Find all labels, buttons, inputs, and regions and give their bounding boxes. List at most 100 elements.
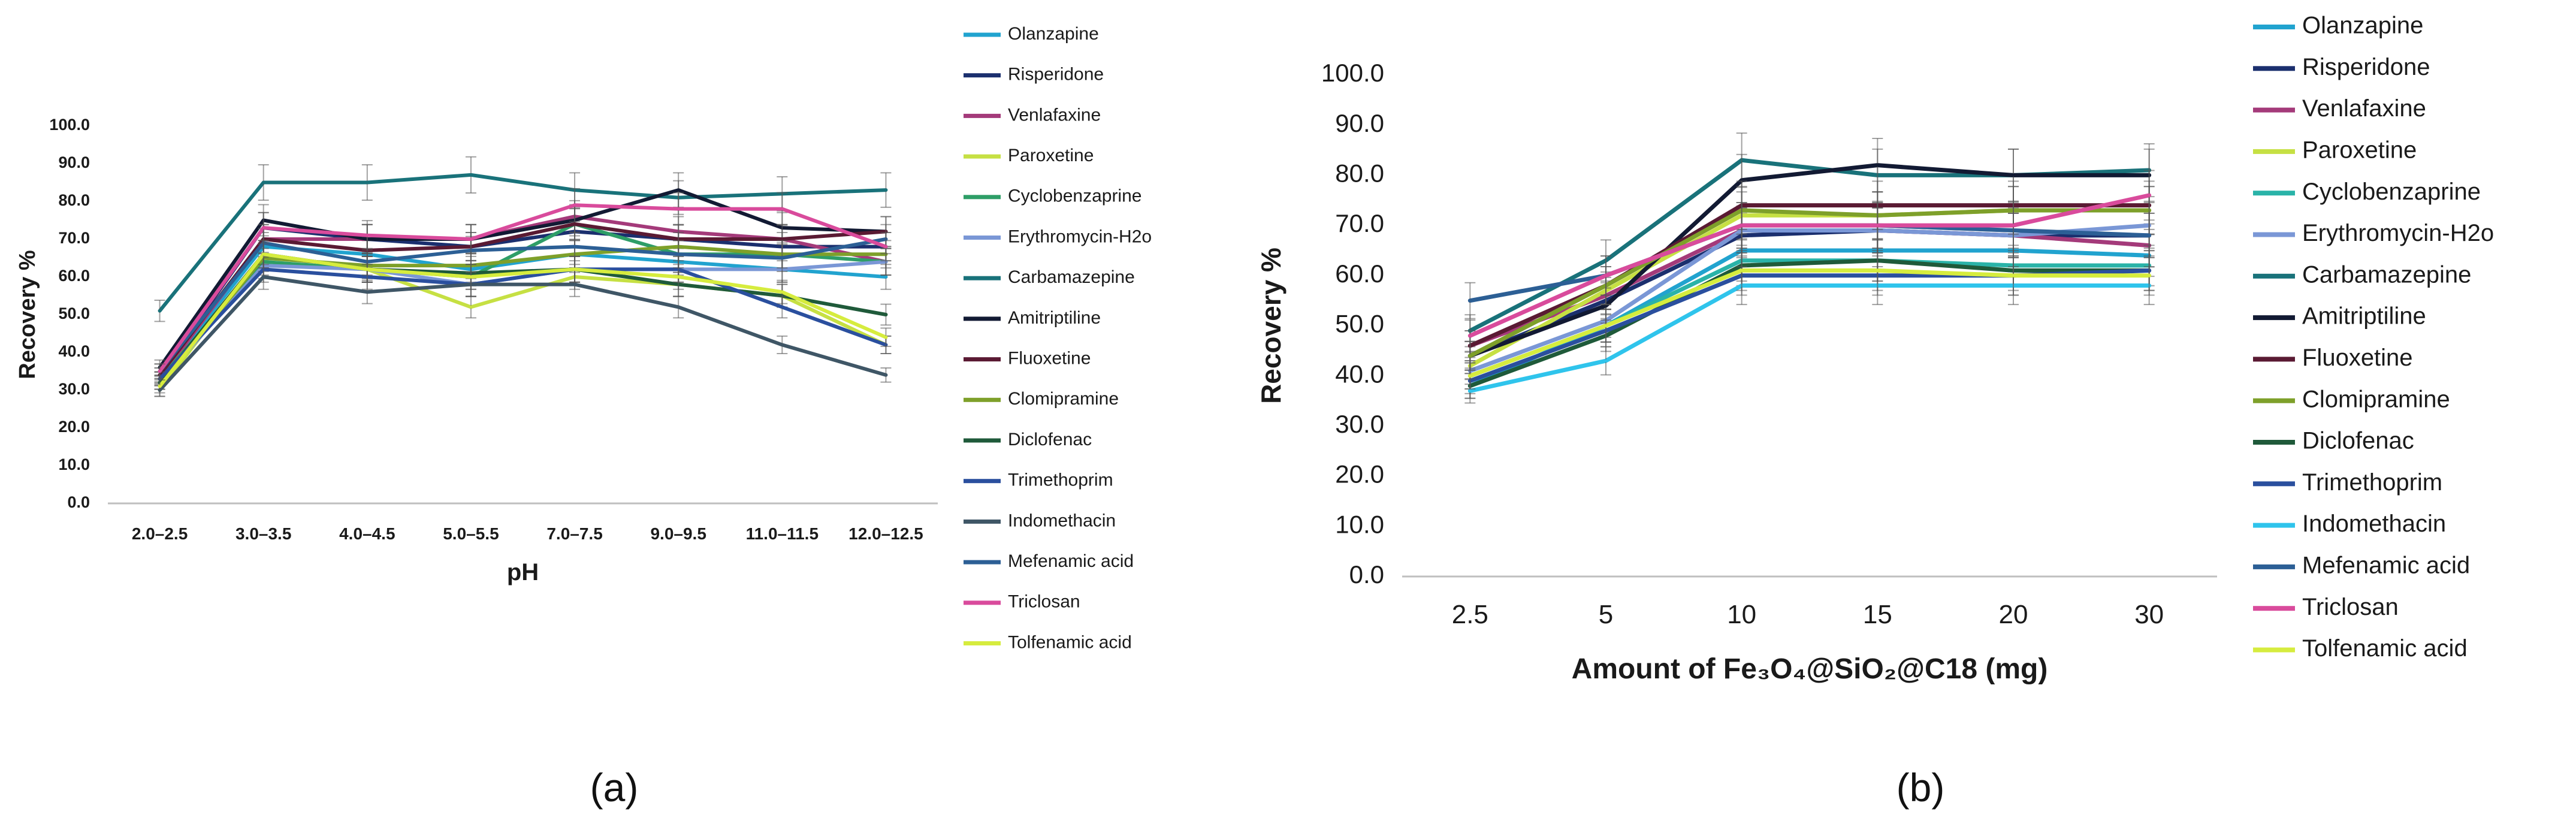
data-point [2148,274,2151,277]
panel-label: (b) [1896,765,1945,810]
legend-swatch [964,438,1001,443]
legend: Olanzapine Risperidone Venlafaxine Paroxeti… [964,24,1152,652]
legend-label: Clomipramine [1008,389,1119,409]
legend-swatch [2253,606,2295,611]
legend-label: Indomethacin [2302,511,2446,537]
series-triclosan [154,188,892,379]
x-tick-label: 2.5 [1452,600,1488,629]
y-axis-title: Recovery % [15,250,40,379]
data-point [1740,224,1744,227]
legend-label: Trimethoprim [2302,469,2442,496]
y-tick-label: 30.0 [1335,410,1384,438]
legend-label: Venlafaxine [1008,105,1101,125]
legend-swatch [2253,481,2295,487]
legend-swatch [2253,273,2295,279]
data-point [262,226,265,230]
series-line [1467,283,2152,393]
legend-swatch [964,236,1001,240]
data-point [469,237,473,241]
y-tick-label: 10.0 [1335,510,1384,538]
series-line [158,275,888,392]
data-point [1604,274,1608,277]
legend-swatch [964,397,1001,402]
legend-swatch [2253,149,2295,154]
legend-label: Amitriptiline [1008,308,1101,328]
y-axis-title: Recovery % [1255,247,1287,404]
data-point [1468,299,1472,303]
data-point [573,222,576,226]
data-point [884,275,887,279]
series-line [158,222,888,377]
data-point [780,305,784,309]
legend-swatch [2253,107,2295,113]
data-point [469,275,473,279]
x-tick-label: 4.0–4.5 [339,524,395,543]
y-tick-label: 90.0 [58,153,90,171]
data-point [2148,234,2151,237]
legend-label: Fluoxetine [2302,345,2413,371]
legend-swatch [964,276,1001,280]
y-tick-label: 40.0 [58,342,90,360]
data-point [677,252,680,256]
series-line [158,188,888,370]
series-line [158,267,888,381]
data-point [780,237,784,241]
data-point [366,267,369,271]
data-point [884,245,887,249]
series-line [1467,268,2152,378]
y-tick-label: 30.0 [58,380,90,398]
x-tick-label: 2.0–2.5 [132,524,188,543]
data-point [884,373,887,377]
legend-label: Amitriptiline [2302,303,2426,330]
series-line [1467,193,2152,338]
series-line [1467,223,2152,373]
data-point [1468,374,1472,378]
data-point [677,275,680,279]
legend-swatch [2253,523,2295,528]
legend-label: Fluoxetine [1008,349,1091,369]
legend-label: Olanzapine [1008,24,1099,44]
data-point [1468,334,1472,337]
legend-swatch [2253,25,2295,29]
panel-label: (a) [590,765,639,810]
x-tick-label: 10 [1727,600,1756,629]
y-tick-label: 100.0 [1321,59,1384,87]
x-axis-title: Amount of Fe₃O₄@SiO₂@C18 (mg) [1572,653,2048,685]
legend-swatch [964,73,1001,78]
legend-label: Paroxetine [2302,137,2417,163]
legend-label: Mefenamic acid [1008,551,1134,571]
legend-swatch [964,641,1001,645]
legend-label: Erythromycin-H2o [1008,227,1152,246]
y-tick-label: 20.0 [1335,460,1384,488]
legend-swatch [2253,564,2295,569]
y-tick-label: 0.0 [67,493,90,511]
legend-swatch [2253,357,2295,362]
data-point [262,275,265,279]
y-tick-label: 70.0 [58,229,90,247]
y-tick-label: 0.0 [1349,560,1384,588]
legend-label: Cyclobenzaprine [1008,186,1141,206]
x-tick-label: 12.0–12.5 [848,524,923,543]
data-point [677,188,680,192]
series-line [158,203,888,373]
data-point [469,173,473,177]
data-point [884,188,887,192]
data-point [780,256,784,259]
series-triclosan [1464,170,2155,352]
x-tick-label: 30 [2134,600,2164,629]
legend-swatch [964,195,1001,200]
legend-swatch [2253,191,2295,196]
series-line [1467,258,2152,388]
series-line [1467,208,2152,358]
data-point [2012,173,2015,177]
series-line [158,245,888,385]
legend-label: Tolfenamic acid [1008,632,1132,652]
y-tick-label: 40.0 [1335,360,1384,388]
x-tick-label: 11.0–11.5 [746,524,819,543]
data-point [2012,274,2015,277]
legend-label: Risperidone [2302,54,2430,80]
legend-label: Triclosan [2302,594,2399,620]
data-point [1876,268,1879,272]
data-point [366,181,369,184]
chart-panel-b: 0.0 10.0 20.0 30.0 40.0 50.0 60.0 70.0 80.0 90.0 1… [1255,13,2494,810]
